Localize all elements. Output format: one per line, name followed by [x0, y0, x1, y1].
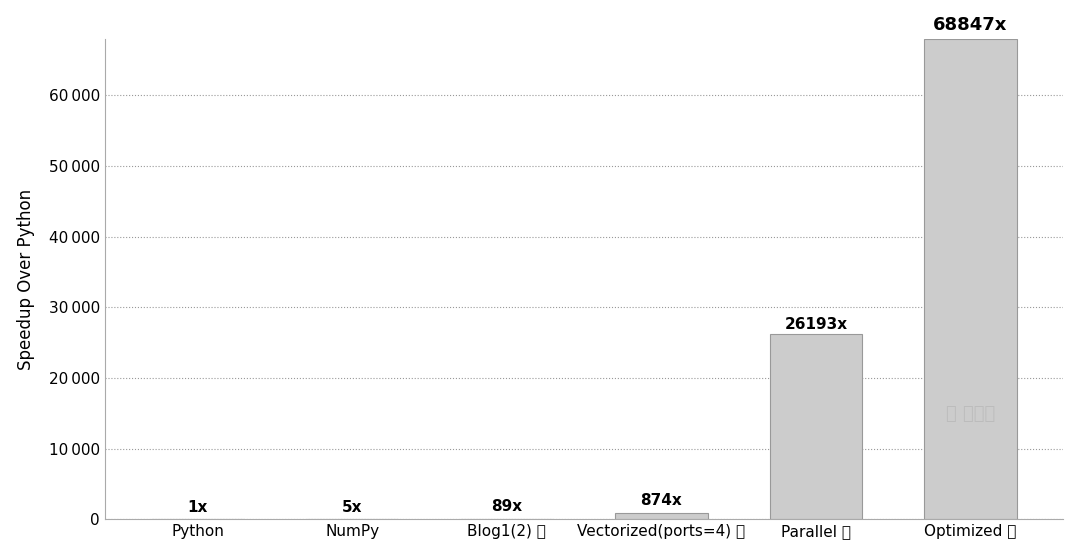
Text: 26193x: 26193x	[784, 317, 848, 332]
Text: 1x: 1x	[187, 500, 207, 515]
Bar	[615, 513, 707, 519]
Text: 68847x: 68847x	[933, 16, 1008, 34]
Text: 5x: 5x	[341, 500, 362, 515]
Text: 📰 量子位: 📰 量子位	[946, 405, 995, 423]
Y-axis label: Speedup Over Python: Speedup Over Python	[16, 188, 35, 370]
Bar	[770, 334, 862, 519]
Bar	[924, 39, 1017, 519]
Text: 874x: 874x	[640, 494, 683, 509]
Text: 89x: 89x	[491, 499, 523, 514]
